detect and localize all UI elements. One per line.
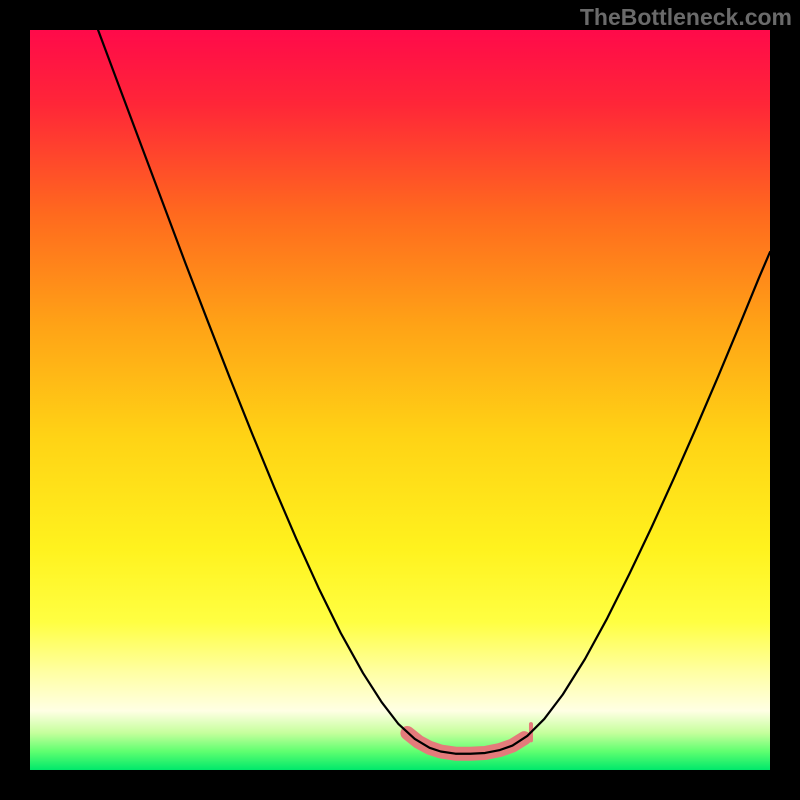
curve-layer <box>30 30 770 770</box>
highlight-segment <box>407 733 524 754</box>
watermark-text: TheBottleneck.com <box>580 4 792 31</box>
chart-container: TheBottleneck.com <box>0 0 800 800</box>
plot-area <box>30 30 770 770</box>
main-curve <box>98 30 770 754</box>
